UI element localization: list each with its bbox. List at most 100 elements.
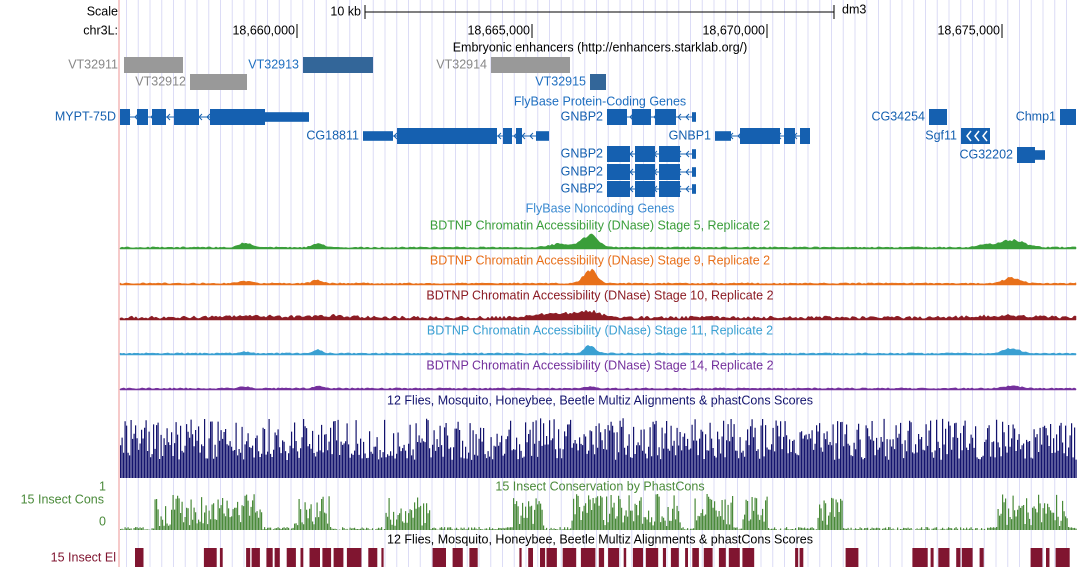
conserved-element	[912, 548, 928, 567]
exon	[692, 149, 696, 159]
conserved-element	[274, 548, 280, 567]
strand-arrow	[974, 130, 980, 142]
conserved-element	[519, 548, 522, 567]
conserved-element	[930, 548, 934, 567]
exon	[397, 128, 497, 144]
conserved-element	[623, 548, 627, 567]
conserved-element	[961, 548, 973, 567]
exon	[607, 109, 627, 125]
exon	[740, 128, 780, 144]
enhancer	[491, 57, 570, 73]
exon	[692, 167, 696, 177]
conserved-element	[1055, 548, 1070, 567]
gene-label: MYPT-75D	[55, 109, 116, 123]
conserved-element	[718, 548, 726, 567]
strand-arrow	[685, 168, 690, 176]
phastcons-bars	[120, 494, 1077, 530]
track-label: 15 Insect Cons	[21, 492, 104, 506]
track-title: BDTNP Chromatin Accessibility (DNase) St…	[430, 218, 770, 232]
exon	[1060, 109, 1076, 125]
gene-label: CG34254	[871, 109, 925, 123]
conserved-element	[219, 548, 223, 567]
ruler-tick-label: 18,660,000	[232, 23, 295, 37]
exon	[692, 112, 696, 122]
conserved-element	[645, 548, 659, 567]
gene-label: GNBP2	[561, 164, 603, 178]
track-title: Embryonic enhancers (http://enhancers.st…	[453, 40, 748, 54]
gene-label: GNBP2	[561, 181, 603, 195]
exon	[503, 128, 512, 144]
conserved-element	[632, 548, 643, 567]
conserved-element	[742, 548, 755, 567]
gene-label: Chmp1	[1016, 109, 1056, 123]
signal	[119, 309, 1077, 321]
conserved-element	[286, 548, 296, 567]
conserved-element	[662, 548, 666, 567]
conservation-bars	[120, 418, 1077, 478]
exon	[210, 109, 240, 125]
track-title: FlyBase Noncoding Genes	[526, 201, 675, 215]
exon	[1035, 150, 1045, 160]
track-title: 12 Flies, Mosquito, Honeybee, Beetle Mul…	[387, 532, 813, 546]
exon	[784, 128, 795, 144]
exon	[632, 109, 651, 125]
conserved-element	[322, 548, 332, 567]
track-title: 12 Flies, Mosquito, Honeybee, Beetle Mul…	[387, 393, 813, 407]
conserved-element	[979, 548, 984, 567]
conserved-element	[845, 548, 859, 567]
conserved-element	[685, 548, 688, 567]
exon	[635, 164, 655, 180]
track-label: 15 Insect El	[51, 550, 116, 564]
conserved-element	[608, 548, 620, 567]
strand-arrow	[966, 130, 972, 142]
strand-arrow	[685, 150, 690, 158]
gene-label: CG32202	[959, 147, 1013, 161]
exon	[929, 109, 947, 125]
enhancer	[124, 57, 183, 73]
gene-label: GNBP2	[561, 146, 603, 160]
conserved-element	[266, 548, 273, 567]
conserved-element	[670, 548, 679, 567]
enhancer	[590, 74, 606, 90]
exon	[607, 164, 630, 180]
conserved-element	[546, 548, 557, 567]
axis-label: 1	[99, 479, 106, 493]
strand-arrow	[166, 113, 171, 121]
exon	[516, 128, 522, 144]
enhancer	[190, 74, 247, 90]
track-title: BDTNP Chromatin Accessibility (DNase) St…	[430, 253, 770, 267]
scale-bar-label: 10 kb	[330, 4, 361, 18]
conserved-element	[381, 548, 384, 567]
conserved-element	[1030, 548, 1043, 567]
exon	[137, 109, 148, 125]
conserved-element	[333, 548, 344, 567]
gene-label: CG18811	[306, 128, 359, 142]
conserved-element	[956, 548, 961, 567]
signal	[119, 268, 1077, 286]
scale-label: Scale	[87, 4, 118, 18]
conserved-element	[469, 548, 478, 567]
strand-arrow	[685, 113, 690, 121]
exon	[655, 109, 676, 125]
conserved-element	[528, 548, 533, 567]
enhancer-label: VT32911	[68, 57, 118, 71]
exon	[607, 181, 630, 197]
conserved-element	[540, 548, 546, 567]
strand-arrow	[497, 132, 502, 140]
exon	[715, 131, 731, 141]
gene-label: GNBP2	[561, 109, 603, 123]
axis-label: 0	[99, 514, 106, 528]
conserved-element	[795, 548, 799, 567]
ruler-tick-label: 18,675,000	[937, 23, 1000, 37]
ruler-tick-label: 18,665,000	[467, 23, 530, 37]
chrom-label: chr3L:	[83, 23, 118, 37]
exon	[607, 146, 630, 162]
enhancer	[303, 57, 373, 73]
conserved-element	[452, 548, 463, 567]
conserved-element	[309, 548, 320, 567]
conserved-element	[300, 548, 304, 567]
signal	[119, 385, 1077, 391]
exon	[536, 131, 549, 141]
enhancer-label: VT32912	[135, 74, 186, 88]
